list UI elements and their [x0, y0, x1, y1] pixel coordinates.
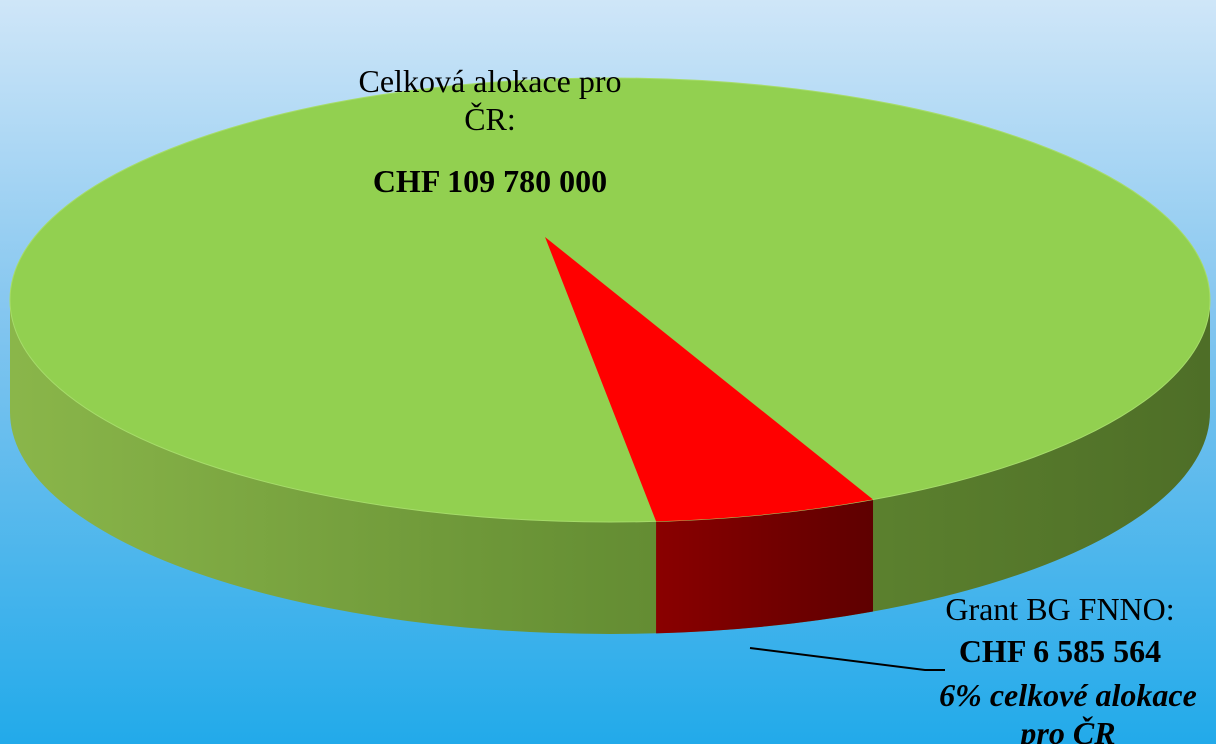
- slice-side: [10, 300, 1210, 634]
- annotation: 6% celkové alokace pro ČR: [939, 677, 1197, 744]
- value-label: CHF 109 780 000: [372, 163, 608, 199]
- value-label: CHF 6 585 564: [958, 633, 1162, 669]
- slice-label: Grant BG FNNO:: [945, 591, 1175, 627]
- leader-line: [749, 647, 945, 671]
- slice-label: Celková alokace pro ČR:: [358, 63, 622, 137]
- slice: [545, 237, 874, 522]
- slice-side: [656, 499, 874, 634]
